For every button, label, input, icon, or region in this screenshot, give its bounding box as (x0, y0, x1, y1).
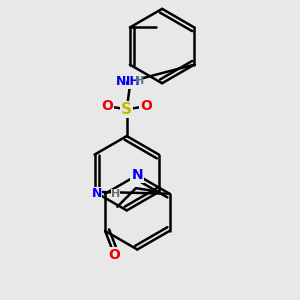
Text: N: N (92, 187, 102, 200)
Text: S: S (121, 102, 132, 117)
Text: H: H (135, 76, 144, 86)
Text: O: O (101, 99, 113, 113)
Text: NH: NH (120, 75, 141, 88)
Text: N: N (116, 75, 126, 88)
Text: H: H (110, 189, 120, 199)
Text: N: N (131, 168, 143, 182)
Text: O: O (109, 248, 120, 262)
Text: O: O (140, 99, 152, 113)
